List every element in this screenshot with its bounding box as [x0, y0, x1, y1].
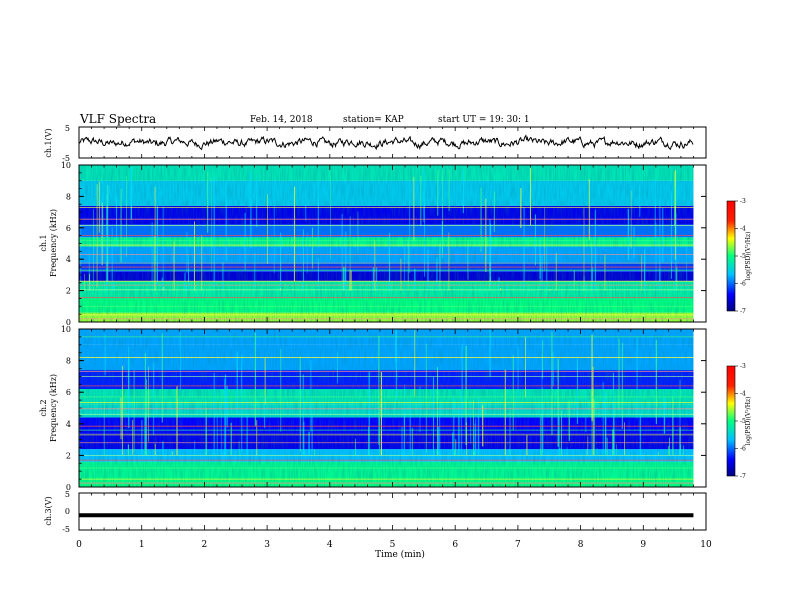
- time-tick-label: 7: [515, 540, 521, 550]
- spectral-noise: [79, 165, 694, 322]
- header-start-time: start UT = 19: 30: 1: [438, 115, 530, 125]
- ch2-colorbar: -3 -4 -5 -6 -7 log(PSD)(V²/Hz): [726, 363, 752, 480]
- freq-tick-label: 2: [66, 451, 71, 460]
- time-tick-label: 4: [327, 540, 333, 550]
- ch2-channel-label: ch.2: [39, 399, 48, 416]
- ch1-colorbar: -3 -4 -5 -6 -7 log(PSD)(V²/Hz): [726, 198, 752, 315]
- ch2-frequency-ylabel: Frequency (kHz): [49, 374, 58, 442]
- time-axis: 0 1 2 3 4 5 6 7 8 9 10: [76, 493, 712, 550]
- time-tick-label: 10: [700, 540, 712, 550]
- colorbar-tick-label: -4: [740, 391, 746, 398]
- ch2-colorbar-ticks: -3 -4 -5 -6 -7: [735, 363, 746, 480]
- freq-tick-label: 4: [66, 255, 71, 264]
- freq-tick-label: 10: [61, 161, 71, 170]
- time-tick-label: 2: [202, 540, 208, 550]
- colorbar-tick-label: -4: [740, 226, 746, 233]
- ch2-frequency-axis: 0 2 4 6 8 10: [61, 325, 707, 492]
- time-tick-label: 8: [578, 540, 584, 550]
- time-tick-label: 9: [640, 540, 646, 550]
- ch3-ytick-0: 0: [65, 507, 70, 516]
- time-tick-label: 0: [76, 540, 82, 550]
- freq-tick-label: 8: [66, 192, 71, 201]
- freq-tick-label: 10: [61, 325, 71, 334]
- ch3-ytick-neg5: -5: [62, 525, 70, 534]
- freq-tick-label: 0: [66, 318, 71, 327]
- ch3-voltage-panel: 5 0 -5 ch.3(V): [44, 490, 707, 534]
- header-station: station= KAP: [343, 115, 404, 125]
- ch1-ytick-neg5: -5: [62, 154, 70, 163]
- ch1-voltage-trace: [78, 134, 694, 151]
- time-tick-label: 5: [390, 540, 396, 550]
- colorbar-tick-label: -3: [740, 363, 746, 370]
- ch2-spectrogram: [78, 329, 706, 487]
- header-date: Feb. 14, 2018: [250, 115, 313, 125]
- ch2-colorbar-scale: [726, 365, 736, 477]
- time-axis-label: Time (min): [375, 549, 425, 560]
- ch2-colorbar-label: log(PSD)(V²/Hz): [745, 397, 752, 446]
- ch1-colorbar-scale: [726, 200, 736, 312]
- ch1-x-ticks: [78, 127, 707, 158]
- freq-tick-label: 6: [66, 224, 71, 233]
- ch1-colorbar-ticks: -3 -4 -5 -6 -7: [735, 198, 746, 315]
- time-tick-label: 3: [264, 540, 270, 550]
- colorbar-tick-label: -7: [740, 308, 746, 315]
- colorbar-tick-label: -6: [740, 446, 746, 453]
- colorbar-tick-label: -5: [740, 253, 746, 260]
- colorbar-tick-label: -6: [740, 281, 746, 288]
- ch1-voltage-panel: 5 -5 ch.1(V): [44, 124, 707, 163]
- freq-tick-label: 0: [66, 483, 71, 492]
- ch3-ytick-5: 5: [65, 490, 70, 499]
- ch1-spectrogram-panel: 0 2 4 6 8 10 ch.1 Frequency (kHz): [39, 161, 707, 327]
- freq-tick-label: 8: [66, 357, 71, 366]
- ch3-voltage-ylabel: ch.3(V): [44, 496, 53, 525]
- freq-tick-label: 6: [66, 388, 71, 397]
- colorbar-tick-label: -5: [740, 418, 746, 425]
- time-tick-label: 6: [452, 540, 458, 550]
- ch2-spectrogram-panel: 0 2 4 6 8 10 ch.2 Frequency (kHz): [39, 325, 707, 492]
- ch1-voltage-ylabel: ch.1(V): [44, 128, 53, 157]
- ch1-channel-label: ch.1: [39, 234, 48, 251]
- ch3-panel-frame: [78, 492, 707, 531]
- ch1-frequency-axis: 0 2 4 6 8 10: [61, 161, 707, 327]
- ch1-colorbar-label: log(PSD)(V²/Hz): [745, 232, 752, 281]
- freq-tick-label: 2: [66, 287, 71, 296]
- ch1-ytick-5: 5: [65, 124, 70, 133]
- freq-tick-label: 4: [66, 420, 71, 429]
- colorbar-tick-label: -7: [740, 473, 746, 480]
- time-tick-label: 1: [139, 540, 145, 550]
- figure-title: VLF Spectra: [80, 112, 157, 126]
- colorbar-tick-label: -3: [740, 198, 746, 205]
- spectral-noise: [79, 329, 694, 487]
- ch1-frequency-ylabel: Frequency (kHz): [49, 209, 58, 277]
- ch1-spectrogram: [79, 165, 706, 322]
